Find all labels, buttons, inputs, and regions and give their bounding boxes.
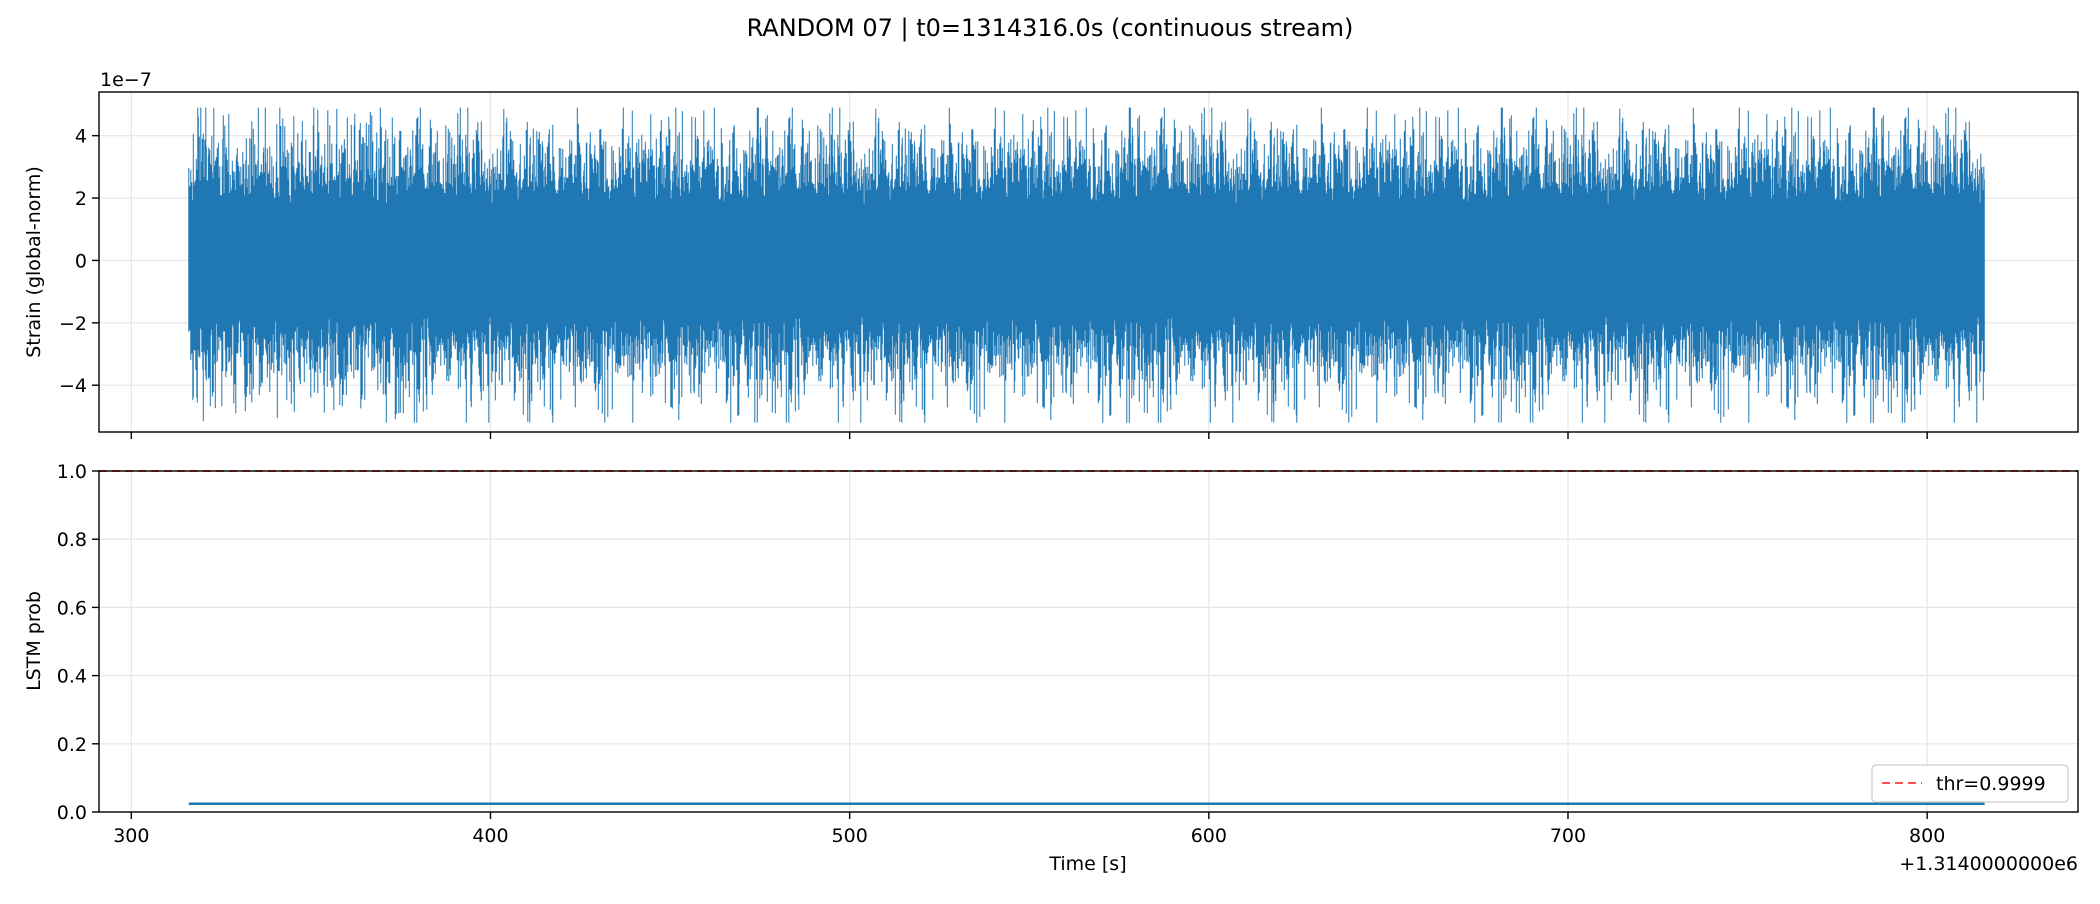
legend-box xyxy=(1871,764,2069,803)
lstm-y-tick-label: 0.8 xyxy=(57,529,87,551)
strain-y-tick-label: 2 xyxy=(75,188,87,210)
lstm-y-tick-label: 0.2 xyxy=(57,734,87,756)
strain-axes-frame xyxy=(98,91,2079,433)
x-axis-label: Time [s] xyxy=(1048,853,1126,875)
lstm-x-tick-label: 600 xyxy=(1191,825,1227,847)
strain-y-tick-label: 4 xyxy=(75,126,87,148)
x-offset-label: +1.3140000000e6 xyxy=(1899,853,2078,875)
figure-title: RANDOM 07 | t0=1314316.0s (continuous st… xyxy=(747,14,1354,42)
lstm-x-tick-label: 800 xyxy=(1909,825,1945,847)
lstm-axes: 300 400 500 600 700 800 0.0 0.2 0.4 0.6 0.8 1.0 LST… xyxy=(23,461,2079,875)
legend: thr=0.9999 xyxy=(1871,764,2069,803)
strain-y-tick-label: 0 xyxy=(75,250,87,272)
legend-threshold-label: thr=0.9999 xyxy=(1936,773,2046,795)
lstm-y-tick-label: 0.6 xyxy=(57,597,87,619)
lstm-x-tick-label: 700 xyxy=(1550,825,1586,847)
strain-y-axis-label: Strain (global-norm) xyxy=(23,166,45,358)
strain-axes: −4 −2 0 2 4 1e−7 Strain (global-norm) xyxy=(23,69,2079,439)
lstm-x-tick-label: 300 xyxy=(113,825,149,847)
strain-y-tick-label: −2 xyxy=(59,313,87,335)
lstm-y-tick-label: 1.0 xyxy=(57,461,87,483)
lstm-x-tick-label: 500 xyxy=(832,825,868,847)
strain-scale-label: 1e−7 xyxy=(100,69,152,91)
lstm-y-tick-label: 0.0 xyxy=(57,802,87,824)
strain-series-line xyxy=(188,107,1985,423)
strain-y-tick-label: −4 xyxy=(59,375,87,397)
lstm-y-tick-label: 0.4 xyxy=(57,666,87,688)
lstm-y-axis-label: LSTM prob xyxy=(23,591,45,691)
lstm-x-tick-label: 400 xyxy=(472,825,508,847)
lstm-axes-frame xyxy=(98,470,2079,813)
